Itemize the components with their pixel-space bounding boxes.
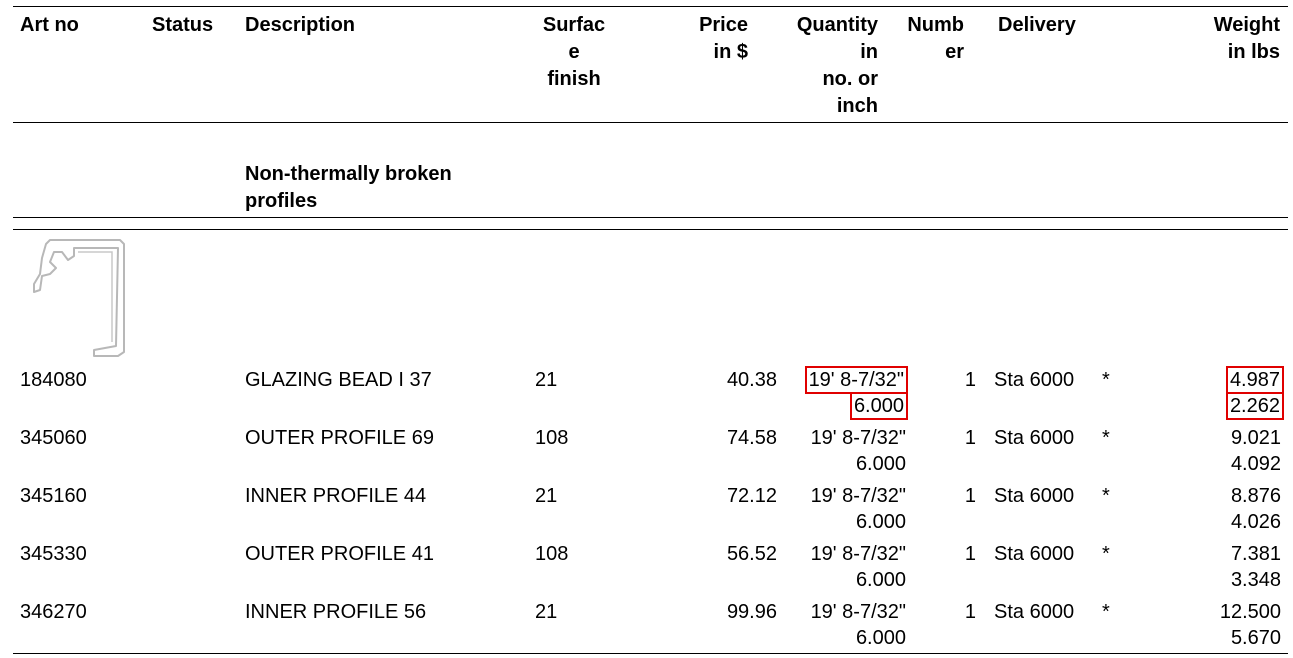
cell-text: 7.381 bbox=[1230, 543, 1281, 565]
column-header: in lbs bbox=[1227, 41, 1280, 63]
cell-text: 21 bbox=[535, 369, 558, 391]
cell-text: INNER PROFILE 44 bbox=[245, 485, 427, 507]
cell-text: 184080 bbox=[20, 369, 87, 391]
cell-text: 6.000 bbox=[855, 569, 906, 591]
cell-text: Sta 6000 bbox=[994, 543, 1075, 565]
cell-text: Sta 6000 bbox=[994, 427, 1075, 449]
cell-text: 3.348 bbox=[1230, 569, 1281, 591]
column-header: Art no bbox=[20, 14, 79, 36]
rule bbox=[13, 122, 1288, 123]
cell-text: 2.262 bbox=[1225, 392, 1284, 420]
profile-icon bbox=[33, 239, 125, 357]
cell-text: OUTER PROFILE 41 bbox=[245, 543, 434, 565]
column-header: er bbox=[945, 41, 964, 63]
cell-text: 4.026 bbox=[1230, 511, 1281, 533]
cell-text: 72.12 bbox=[726, 485, 777, 507]
cell-text: 19' 8-7/32" bbox=[804, 366, 908, 394]
cell-text: 6.000 bbox=[849, 392, 908, 420]
cell-text: 345060 bbox=[20, 427, 87, 449]
column-header: e bbox=[568, 41, 580, 63]
cell-text: 6.000 bbox=[855, 627, 906, 649]
column-header: Numb bbox=[907, 14, 964, 36]
column-header: Delivery bbox=[998, 14, 1076, 36]
cell-text: 1 bbox=[964, 369, 976, 391]
rule bbox=[13, 653, 1288, 654]
cell-text: * bbox=[1102, 543, 1110, 565]
column-header: in $ bbox=[713, 41, 748, 63]
cell-text: Sta 6000 bbox=[994, 601, 1075, 623]
cell-text: 56.52 bbox=[726, 543, 777, 565]
cell-text: INNER PROFILE 56 bbox=[245, 601, 427, 623]
cell-text: Sta 6000 bbox=[994, 369, 1075, 391]
column-header: Price bbox=[699, 14, 748, 36]
column-header: Status bbox=[152, 14, 214, 36]
cell-text: 345160 bbox=[20, 485, 87, 507]
cell-text: 1 bbox=[964, 543, 976, 565]
rule bbox=[13, 229, 1288, 230]
column-header: in bbox=[860, 41, 878, 63]
cell-text: 19' 8-7/32" bbox=[810, 601, 906, 623]
column-header: inch bbox=[836, 95, 878, 117]
cell-text: 4.092 bbox=[1230, 453, 1281, 475]
cell-text: OUTER PROFILE 69 bbox=[245, 427, 434, 449]
cell-text: 19' 8-7/32" bbox=[810, 427, 906, 449]
cell-text: 1 bbox=[964, 601, 976, 623]
cell-text: Sta 6000 bbox=[994, 485, 1075, 507]
section-heading: profiles bbox=[245, 190, 318, 212]
column-header: Description bbox=[245, 14, 356, 36]
cell-text: 6.000 bbox=[855, 453, 906, 475]
cell-text: 19' 8-7/32" bbox=[810, 543, 906, 565]
cell-text: 108 bbox=[535, 543, 569, 565]
cell-text: 21 bbox=[535, 485, 558, 507]
cell-text: GLAZING BEAD I 37 bbox=[245, 369, 432, 391]
column-header: Quantity bbox=[796, 14, 878, 36]
cell-text: 345330 bbox=[20, 543, 87, 565]
column-header: finish bbox=[547, 68, 601, 90]
cell-text: 19' 8-7/32" bbox=[810, 485, 906, 507]
cell-text: 346270 bbox=[20, 601, 87, 623]
section-heading: Non-thermally broken bbox=[245, 163, 452, 185]
cell-text: 21 bbox=[535, 601, 558, 623]
rule bbox=[13, 217, 1288, 218]
rule bbox=[13, 6, 1288, 7]
column-header: no. or bbox=[822, 68, 878, 90]
cell-text: * bbox=[1102, 369, 1110, 391]
cell-text: 9.021 bbox=[1230, 427, 1281, 449]
cell-text: 1 bbox=[964, 485, 976, 507]
cell-text: * bbox=[1102, 601, 1110, 623]
column-header: Weight bbox=[1213, 14, 1280, 36]
cell-text: 4.987 bbox=[1225, 366, 1284, 394]
cell-text: * bbox=[1102, 427, 1110, 449]
column-header: Surfac bbox=[542, 14, 606, 36]
cell-text: 8.876 bbox=[1230, 485, 1281, 507]
cell-text: 1 bbox=[964, 427, 976, 449]
cell-text: * bbox=[1102, 485, 1110, 507]
cell-text: 74.58 bbox=[726, 427, 777, 449]
cell-text: 108 bbox=[535, 427, 569, 449]
cell-text: 99.96 bbox=[726, 601, 777, 623]
cell-text: 5.670 bbox=[1230, 627, 1281, 649]
cell-text: 12.500 bbox=[1219, 601, 1281, 623]
cell-text: 40.38 bbox=[726, 369, 777, 391]
cell-text: 6.000 bbox=[855, 511, 906, 533]
